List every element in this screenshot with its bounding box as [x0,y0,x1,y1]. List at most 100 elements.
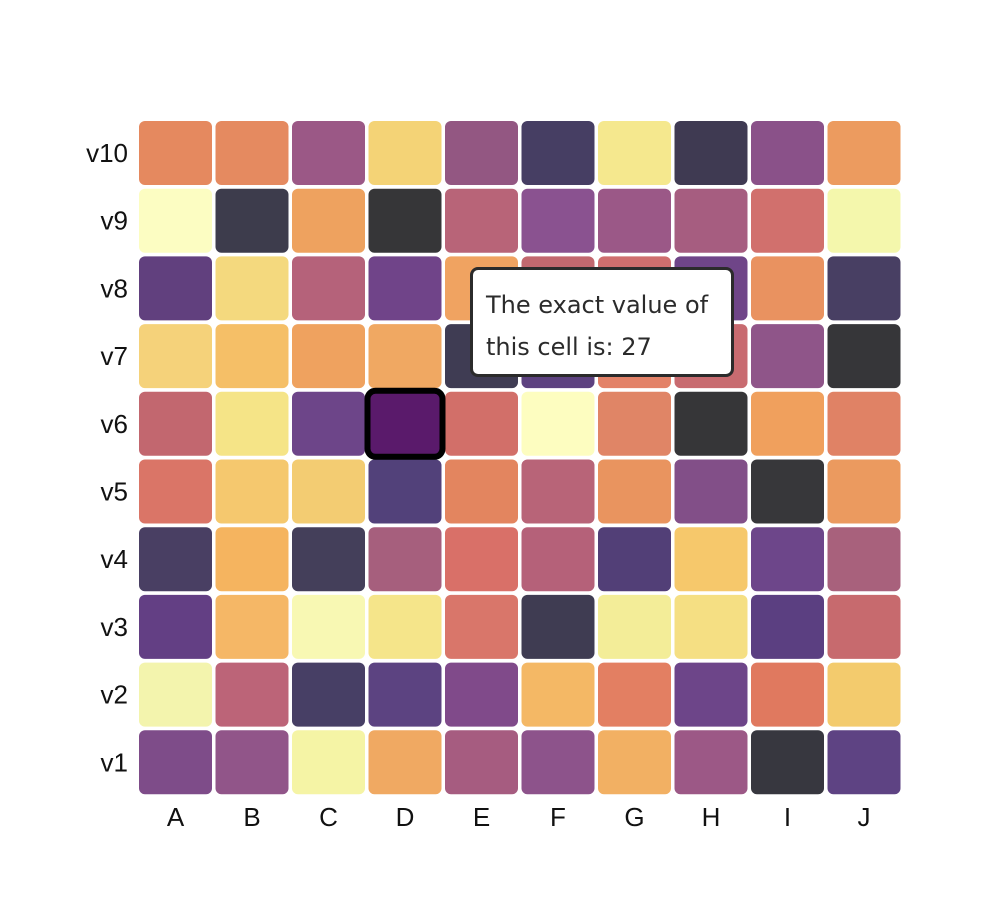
heatmap-cell-J-v6[interactable] [827,391,901,456]
heatmap-cell-B-v2[interactable] [215,662,289,727]
heatmap-cell-D-v4[interactable] [368,527,442,592]
heatmap-cell-E-v6[interactable] [445,391,518,456]
heatmap-cell-F-v2[interactable] [521,662,595,727]
heatmap-cell-I-v9[interactable] [751,188,824,253]
heatmap-cells [139,121,901,795]
heatmap-cell-B-v4[interactable] [215,527,289,592]
heatmap-cell-B-v10[interactable] [215,121,289,185]
heatmap-cell-H-v1[interactable] [674,730,748,795]
heatmap-cell-C-v5[interactable] [292,459,365,524]
heatmap-cell-A-v6[interactable] [139,391,212,456]
heatmap-cell-A-v5[interactable] [139,459,212,524]
heatmap-cell-E-v1[interactable] [445,730,518,795]
y-tick-label: v1 [101,747,128,777]
heatmap-cell-I-v8[interactable] [751,256,824,321]
heatmap-cell-E-v4[interactable] [445,527,518,592]
x-tick-label: A [167,802,185,832]
heatmap-cell-G-v4[interactable] [598,527,671,592]
heatmap-cell-H-v10[interactable] [674,121,748,185]
heatmap-cell-D-v10[interactable] [368,121,442,185]
heatmap-cell-D-v3[interactable] [368,594,442,659]
heatmap-cell-B-v7[interactable] [215,324,289,389]
heatmap-cell-D-v1[interactable] [368,730,442,795]
heatmap-cell-E-v5[interactable] [445,459,518,524]
heatmap-cell-G-v9[interactable] [598,188,671,253]
heatmap-cell-E-v2[interactable] [445,662,518,727]
heatmap-cell-C-v7[interactable] [292,324,365,389]
heatmap-cell-J-v2[interactable] [827,662,901,727]
heatmap-cell-J-v5[interactable] [827,459,901,524]
heatmap-cell-J-v4[interactable] [827,527,901,592]
heatmap-cell-C-v3[interactable] [292,594,365,659]
heatmap-cell-C-v1[interactable] [292,730,365,795]
heatmap-cell-D-v8[interactable] [368,256,442,321]
heatmap-cell-C-v6[interactable] [292,391,365,456]
heatmap-cell-H-v6[interactable] [674,391,748,456]
heatmap-cell-A-v2[interactable] [139,662,212,727]
heatmap-cell-D-v6[interactable] [368,391,442,456]
heatmap-cell-G-v10[interactable] [598,121,671,185]
x-tick-label: J [858,802,871,832]
heatmap-cell-F-v10[interactable] [521,121,595,185]
heatmap-cell-B-v1[interactable] [215,730,289,795]
heatmap-cell-I-v2[interactable] [751,662,824,727]
heatmap-cell-G-v1[interactable] [598,730,671,795]
heatmap-cell-H-v9[interactable] [674,188,748,253]
heatmap-cell-A-v10[interactable] [139,121,212,185]
heatmap-cell-D-v5[interactable] [368,459,442,524]
heatmap-cell-B-v6[interactable] [215,391,289,456]
heatmap-cell-I-v4[interactable] [751,527,824,592]
heatmap-cell-D-v7[interactable] [368,324,442,389]
heatmap-cell-J-v9[interactable] [827,188,901,253]
heatmap-cell-F-v9[interactable] [521,188,595,253]
heatmap-cell-F-v3[interactable] [521,594,595,659]
heatmap-cell-A-v4[interactable] [139,527,212,592]
heatmap-cell-I-v1[interactable] [751,730,824,795]
heatmap-cell-A-v9[interactable] [139,188,212,253]
heatmap-cell-G-v6[interactable] [598,391,671,456]
heatmap-cell-I-v5[interactable] [751,459,824,524]
heatmap-cell-G-v3[interactable] [598,594,671,659]
heatmap-cell-F-v4[interactable] [521,527,595,592]
heatmap-cell-A-v8[interactable] [139,256,212,321]
x-tick-label: H [702,802,721,832]
heatmap-cell-D-v9[interactable] [368,188,442,253]
heatmap-cell-F-v5[interactable] [521,459,595,524]
heatmap-cell-C-v10[interactable] [292,121,365,185]
heatmap-cell-G-v2[interactable] [598,662,671,727]
heatmap-cell-H-v4[interactable] [674,527,748,592]
heatmap-cell-D-v2[interactable] [368,662,442,727]
y-tick-label: v4 [101,544,128,574]
heatmap-cell-H-v5[interactable] [674,459,748,524]
heatmap-cell-J-v10[interactable] [827,121,901,185]
heatmap-cell-J-v7[interactable] [827,324,901,389]
heatmap-cell-C-v4[interactable] [292,527,365,592]
heatmap-cell-C-v2[interactable] [292,662,365,727]
heatmap-cell-B-v9[interactable] [215,188,289,253]
heatmap-cell-J-v3[interactable] [827,594,901,659]
heatmap-cell-B-v3[interactable] [215,594,289,659]
heatmap-cell-A-v1[interactable] [139,730,212,795]
x-axis-tick-labels: A B C D E F G H I J [167,802,871,832]
heatmap-cell-I-v7[interactable] [751,324,824,389]
heatmap-cell-E-v3[interactable] [445,594,518,659]
heatmap-cell-C-v9[interactable] [292,188,365,253]
heatmap-cell-C-v8[interactable] [292,256,365,321]
heatmap-cell-B-v5[interactable] [215,459,289,524]
heatmap-cell-F-v6[interactable] [521,391,595,456]
heatmap-cell-I-v10[interactable] [751,121,824,185]
heatmap-cell-E-v9[interactable] [445,188,518,253]
heatmap-cell-A-v3[interactable] [139,594,212,659]
heatmap-cell-J-v8[interactable] [827,256,901,321]
heatmap-cell-E-v10[interactable] [445,121,518,185]
heatmap-cell-G-v5[interactable] [598,459,671,524]
heatmap-cell-H-v3[interactable] [674,594,748,659]
heatmap-cell-I-v6[interactable] [751,391,824,456]
heatmap-cell-J-v1[interactable] [827,730,901,795]
heatmap-cell-F-v1[interactable] [521,730,595,795]
heatmap-cell-B-v8[interactable] [215,256,289,321]
heatmap-cell-H-v2[interactable] [674,662,748,727]
heatmap-cell-A-v7[interactable] [139,324,212,389]
heatmap-cell-I-v3[interactable] [751,594,824,659]
